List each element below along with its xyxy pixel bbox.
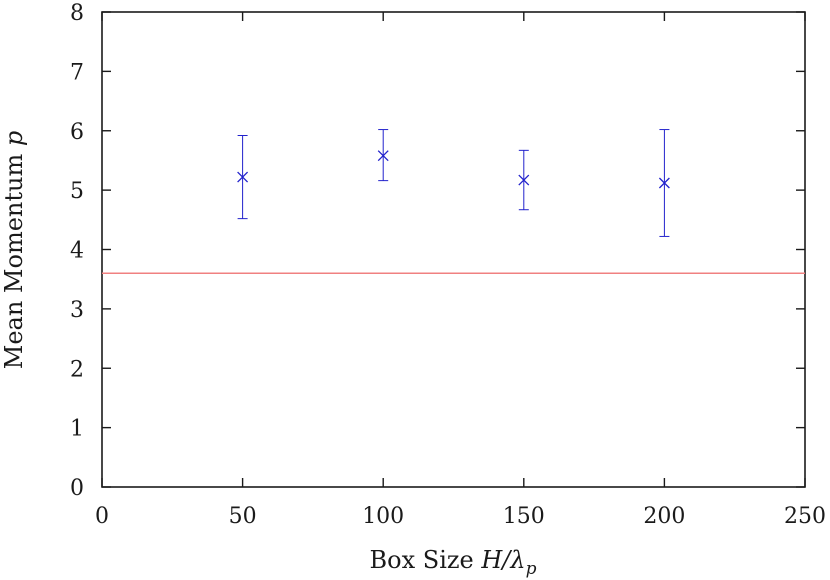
x-tick-label-150: 150 (503, 504, 545, 529)
y-axis-label: Mean Momentum p (0, 131, 28, 369)
data-points (237, 129, 670, 237)
y-tick-label-4: 4 (70, 239, 84, 264)
y-tick-label-8: 8 (70, 1, 84, 26)
y-tick-label-5: 5 (70, 179, 84, 204)
y-axis-label-text: Mean Momentum (0, 146, 28, 369)
axis-ticks: 0 50 100 150 200 250 0 1 2 3 4 5 6 7 8 (70, 1, 826, 529)
x-axis-label-text: Box Size (370, 546, 482, 574)
x-axis-label-math: H/λ (480, 546, 525, 574)
y-tick-label-2: 2 (70, 357, 84, 382)
x-tick-label-50: 50 (229, 504, 257, 529)
data-point-150 (518, 149, 530, 211)
data-point-50 (237, 135, 249, 220)
x-axis-label: Box Size H/λp (370, 546, 537, 579)
x-axis-label-subscript: p (526, 559, 537, 579)
point-marker-150 (518, 174, 530, 186)
data-point-200 (658, 129, 670, 237)
y-tick-label-0: 0 (70, 476, 84, 501)
x-tick-label-200: 200 (643, 504, 685, 529)
x-tick-label-100: 100 (362, 504, 404, 529)
x-tick-label-250: 250 (784, 504, 826, 529)
y-tick-label-3: 3 (70, 298, 84, 323)
plot-frame (101, 11, 806, 488)
data-point-100 (377, 129, 389, 182)
y-tick-label-1: 1 (70, 417, 84, 442)
x-tick-label-0: 0 (95, 504, 109, 529)
y-axis-label-math: p (0, 131, 28, 146)
point-marker-100 (377, 150, 389, 162)
point-marker-50 (237, 171, 249, 183)
point-marker-200 (658, 177, 670, 189)
y-tick-label-6: 6 (70, 120, 84, 145)
y-tick-label-7: 7 (70, 60, 84, 85)
